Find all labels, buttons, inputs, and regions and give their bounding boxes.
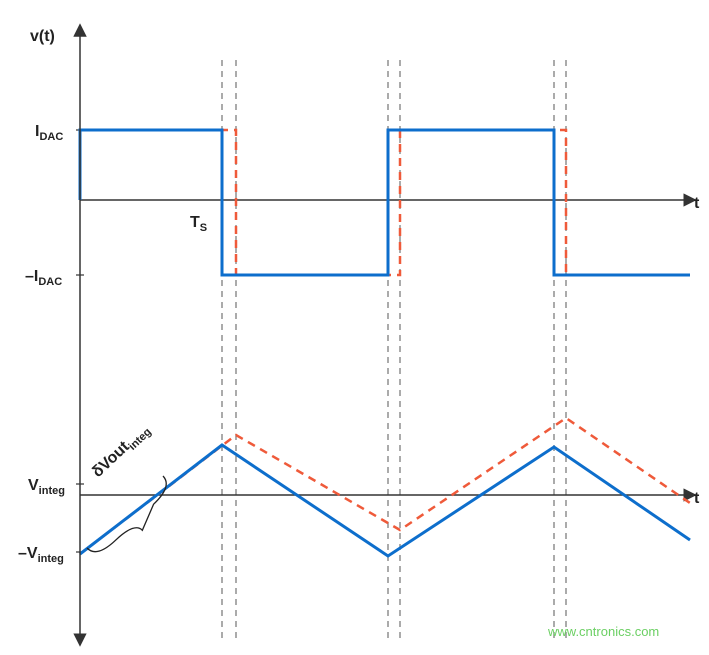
signal-diagram: v(t) t t TS IDAC –IDAC Vinteg –Vinteg δVoutinteg [0,0,709,655]
svg-text:TS: TS [190,214,207,234]
svg-text:v(t): v(t) [30,28,55,45]
svg-text:IDAC: IDAC [35,123,63,143]
svg-text:t: t [694,490,700,507]
svg-text:–Vinteg: –Vinteg [18,545,64,565]
svg-text:Vinteg: Vinteg [28,477,65,497]
svg-text:t: t [694,195,700,212]
svg-text:–IDAC: –IDAC [25,268,62,288]
svg-text:δVoutinteg: δVoutinteg [89,420,154,483]
watermark-text: www.cntronics.com [548,624,659,639]
